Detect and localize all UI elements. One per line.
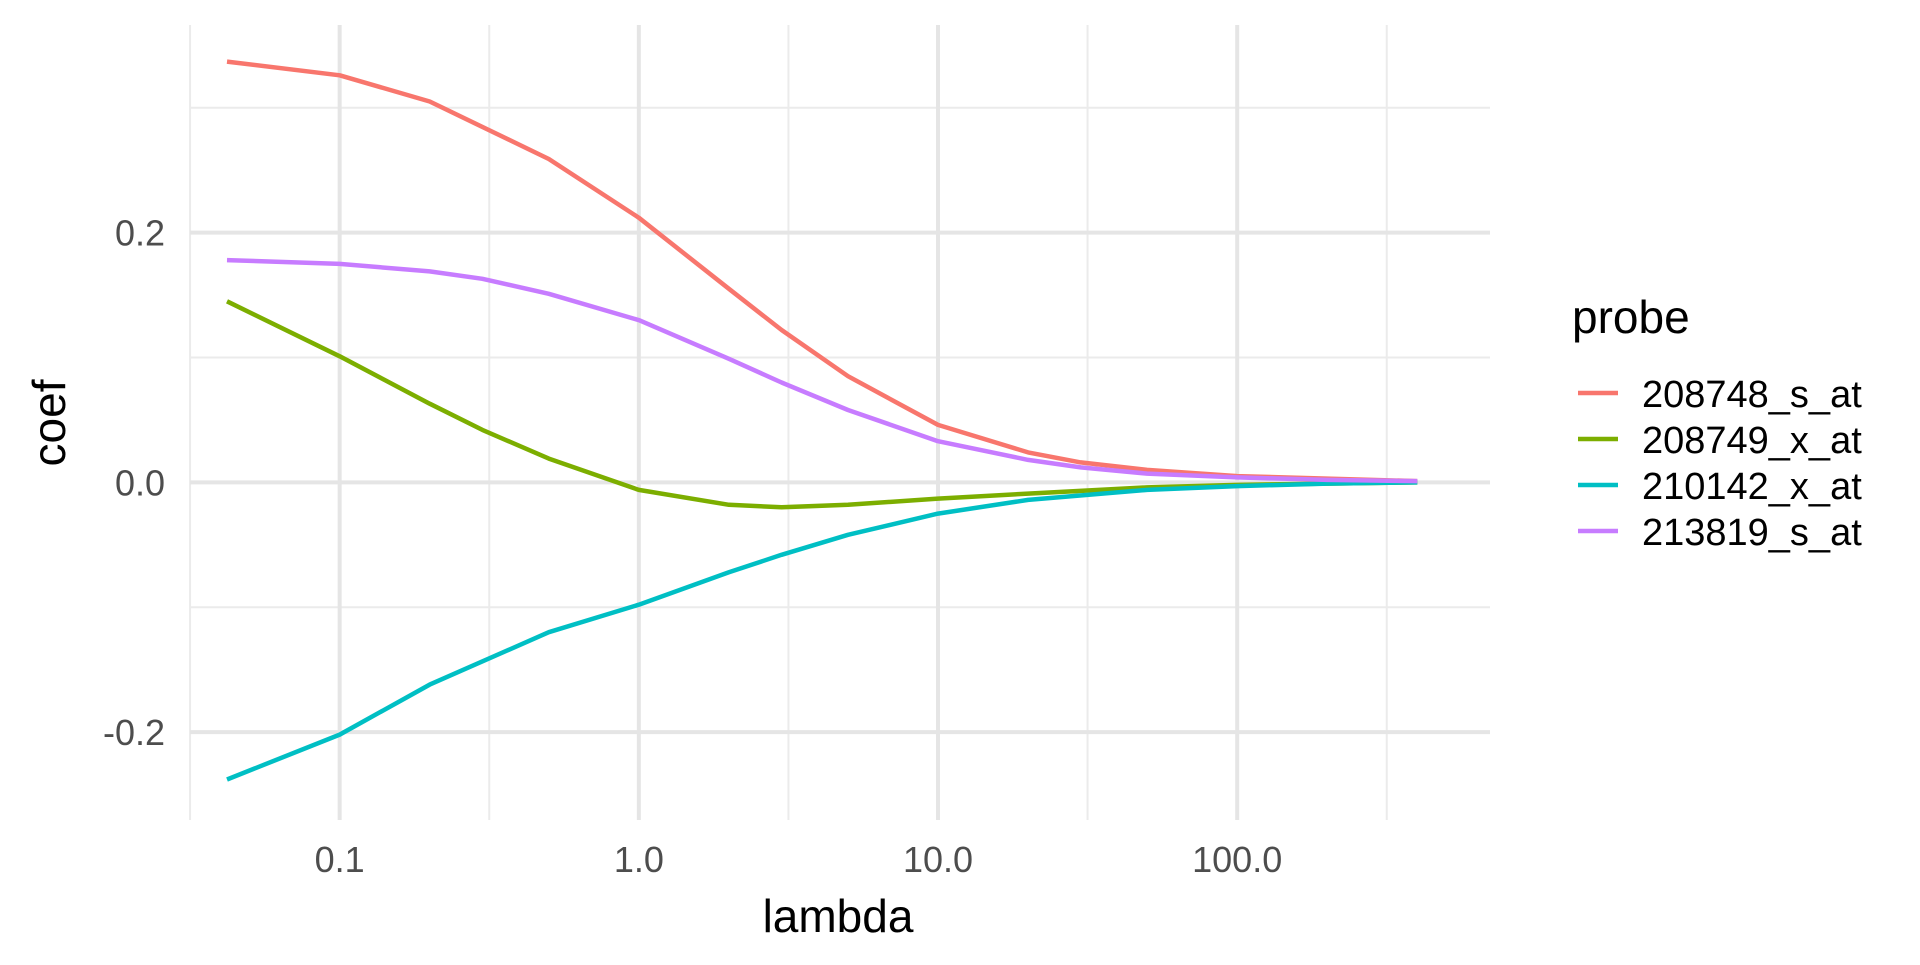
x-tick-label: 1.0 <box>614 839 664 880</box>
grid-layer <box>189 25 1490 820</box>
y-tick-label: 0.0 <box>115 462 165 503</box>
y-tick-label: 0.2 <box>115 213 165 254</box>
legend-label-210142_x_at: 210142_x_at <box>1642 466 1862 508</box>
legend-items: 208748_s_at208749_x_at210142_x_at213819_… <box>1578 374 1862 554</box>
legend-label-213819_s_at: 213819_s_at <box>1642 512 1862 554</box>
y-tick-label: -0.2 <box>103 712 165 753</box>
legend-title: probe <box>1572 291 1690 343</box>
x-axis-title: lambda <box>763 890 914 942</box>
y-axis-title: coef <box>23 379 75 466</box>
x-tick-label: 100.0 <box>1192 839 1282 880</box>
legend: probe 208748_s_at208749_x_at210142_x_at2… <box>1572 291 1862 554</box>
series-line-210142_x_at <box>226 480 1418 782</box>
series-line-213819_s_at <box>226 257 1418 484</box>
legend-label-208748_s_at: 208748_s_at <box>1642 374 1862 416</box>
x-tick-label: 0.1 <box>315 839 365 880</box>
legend-label-208749_x_at: 208749_x_at <box>1642 420 1862 462</box>
x-tick-label: 10.0 <box>903 839 973 880</box>
series-layer <box>226 59 1418 782</box>
axis-layer: lambda coef 0.1 1.0 10.0 100.0 -0.2 0.0 0.2 <box>23 213 1282 942</box>
